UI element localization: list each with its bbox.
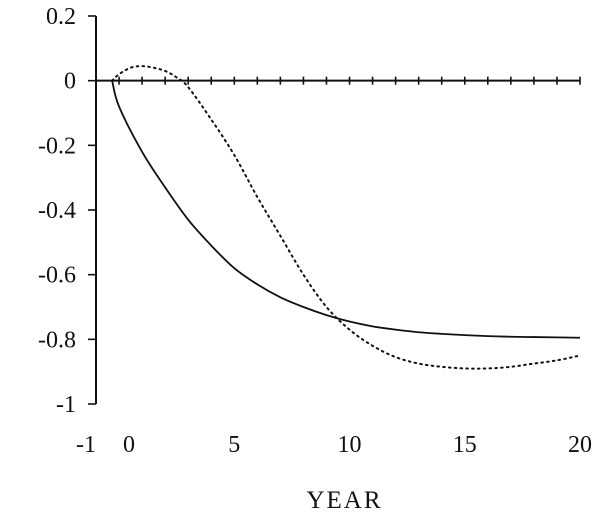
- x-tick-label: 0: [123, 432, 135, 458]
- x-tick-label: -1: [76, 432, 96, 458]
- x-tick-label: 10: [338, 432, 362, 458]
- x-tick-label: 5: [228, 432, 240, 458]
- y-tick-label: 0: [64, 69, 76, 95]
- x-tick-label: 20: [568, 432, 592, 458]
- y-tick-label: -0.6: [38, 263, 76, 289]
- y-tick-label: -0.2: [38, 133, 76, 159]
- zero-line-ticks: [118, 76, 581, 85]
- dotted-series-line: [111, 65, 581, 370]
- y-tick-labels: 0.2 0 -0.2 -0.4 -0.6 -0.8 -1: [38, 4, 76, 418]
- solid-series-line: [111, 80, 581, 339]
- y-axis-ticks: [88, 15, 96, 405]
- series-layer: [111, 65, 581, 370]
- x-axis-title: YEAR: [306, 487, 382, 514]
- x-tick-labels: -1 0 5 10 15 20: [76, 432, 592, 458]
- y-tick-label: -0.4: [38, 198, 76, 224]
- axes: [88, 15, 581, 405]
- y-tick-label: -1: [56, 392, 76, 418]
- y-tick-label: 0.2: [46, 4, 76, 30]
- y-tick-label: -0.8: [38, 327, 76, 353]
- x-tick-label: 15: [453, 432, 477, 458]
